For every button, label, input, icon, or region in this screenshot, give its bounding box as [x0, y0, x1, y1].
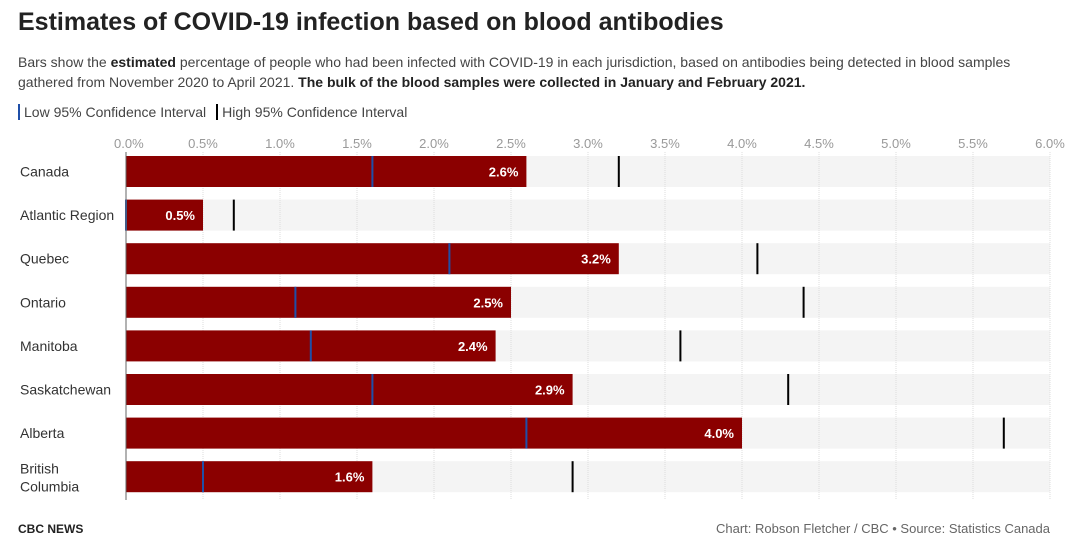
x-tick-label: 0.5%	[188, 136, 218, 151]
category-label-line: Manitoba	[20, 338, 78, 354]
ci-high-marker	[571, 461, 574, 493]
x-tick-label: 1.5%	[342, 136, 372, 151]
chart-credit: Chart: Robson Fletcher / CBC • Source: S…	[715, 521, 1050, 536]
category-label-line: Saskatchewan	[20, 382, 111, 398]
ci-high-marker	[232, 199, 235, 231]
ci-low-marker	[371, 156, 374, 187]
ci-low-marker	[371, 374, 374, 405]
ci-high-marker	[679, 330, 682, 362]
legend-low-label: Low 95% Confidence Interval	[24, 104, 207, 120]
category-label: British Columbia	[20, 461, 79, 495]
ci-high-marker	[756, 243, 759, 275]
category-label: Canada	[20, 164, 69, 180]
bar	[126, 286, 511, 318]
x-tick-label: 1.0%	[265, 136, 295, 151]
bar-value-label: 2.6%	[489, 165, 519, 180]
bar	[126, 243, 619, 275]
bar-value-label: 4.0%	[704, 426, 734, 441]
ci-high-marker	[802, 286, 805, 318]
legend-high-label: High 95% Confidence Interval	[222, 104, 408, 120]
category-label: Manitoba	[20, 338, 78, 354]
category-label-line: Atlantic Region	[20, 207, 114, 223]
bar	[126, 374, 573, 405]
bar	[126, 156, 527, 187]
bar	[126, 461, 373, 493]
ci-high-marker	[787, 374, 790, 405]
subtitle-part-2: percentage of people who had been infect…	[18, 54, 1011, 90]
x-tick-label: 2.0%	[419, 136, 449, 151]
subtitle-part-1: Bars show the	[18, 54, 111, 70]
category-label: Quebec	[20, 251, 69, 267]
ci-low-marker	[202, 461, 204, 493]
ci-low-marker	[294, 286, 297, 318]
x-tick-label: 3.5%	[650, 136, 680, 151]
ci-high-marker	[617, 156, 620, 187]
category-label-line: British	[20, 461, 59, 477]
category-label: Alberta	[20, 425, 65, 441]
x-tick-label: 6.0%	[1035, 136, 1065, 151]
ci-low-marker	[525, 417, 528, 449]
ci-high-marker	[1002, 417, 1005, 449]
bar	[126, 417, 742, 449]
category-label: Saskatchewan	[20, 382, 111, 398]
x-tick-label: 0.0%	[114, 136, 144, 151]
category-label: Atlantic Region	[20, 207, 114, 223]
x-tick-label: 4.0%	[727, 136, 757, 151]
x-tick-label: 3.0%	[573, 136, 603, 151]
x-tick-label: 2.5%	[496, 136, 526, 151]
bar-chart: 0.0% 0.5% 1.0% 1.5% 2.0% 2.5% 3.0% 3.5% 4.0% 4.5%…	[20, 136, 1065, 500]
bar-value-label: 1.6%	[335, 470, 365, 485]
high-ci-swatch	[216, 104, 219, 120]
bar-value-label: 2.5%	[473, 295, 503, 310]
chart-subtitle: Bars show the estimated percentage of pe…	[18, 52, 1053, 92]
bar-value-label: 0.5%	[165, 208, 195, 223]
x-tick-label: 5.0%	[881, 136, 911, 151]
category-label-line: Quebec	[20, 251, 69, 267]
chart-title: Estimates of COVID-19 infection based on…	[18, 8, 724, 36]
subtitle-bold-note: The bulk of the blood samples were colle…	[298, 74, 806, 90]
bar	[126, 199, 203, 231]
category-label: Ontario	[20, 294, 66, 310]
x-tick-label: 5.5%	[958, 136, 988, 151]
bar-value-label: 2.9%	[535, 383, 565, 398]
category-label-line: Ontario	[20, 294, 66, 310]
bar-value-label: 3.2%	[581, 252, 611, 267]
subtitle-emphasis: estimated	[110, 54, 176, 70]
legend-item-low: Low 95% Confidence Interval	[18, 104, 206, 120]
low-ci-swatch	[18, 104, 20, 120]
brand-logo: CBC NEWS	[18, 522, 84, 536]
ci-low-marker	[448, 243, 451, 275]
chart-legend: Low 95% Confidence Interval High 95% Con…	[18, 104, 407, 120]
category-label-line: Alberta	[20, 425, 65, 441]
x-tick-label: 4.5%	[804, 136, 834, 151]
category-label-line: Canada	[20, 164, 69, 180]
bar-value-label: 2.4%	[458, 339, 488, 354]
category-label-line: Columbia	[20, 479, 79, 495]
legend-item-high: High 95% Confidence Interval	[216, 104, 407, 120]
ci-low-marker	[309, 330, 312, 362]
